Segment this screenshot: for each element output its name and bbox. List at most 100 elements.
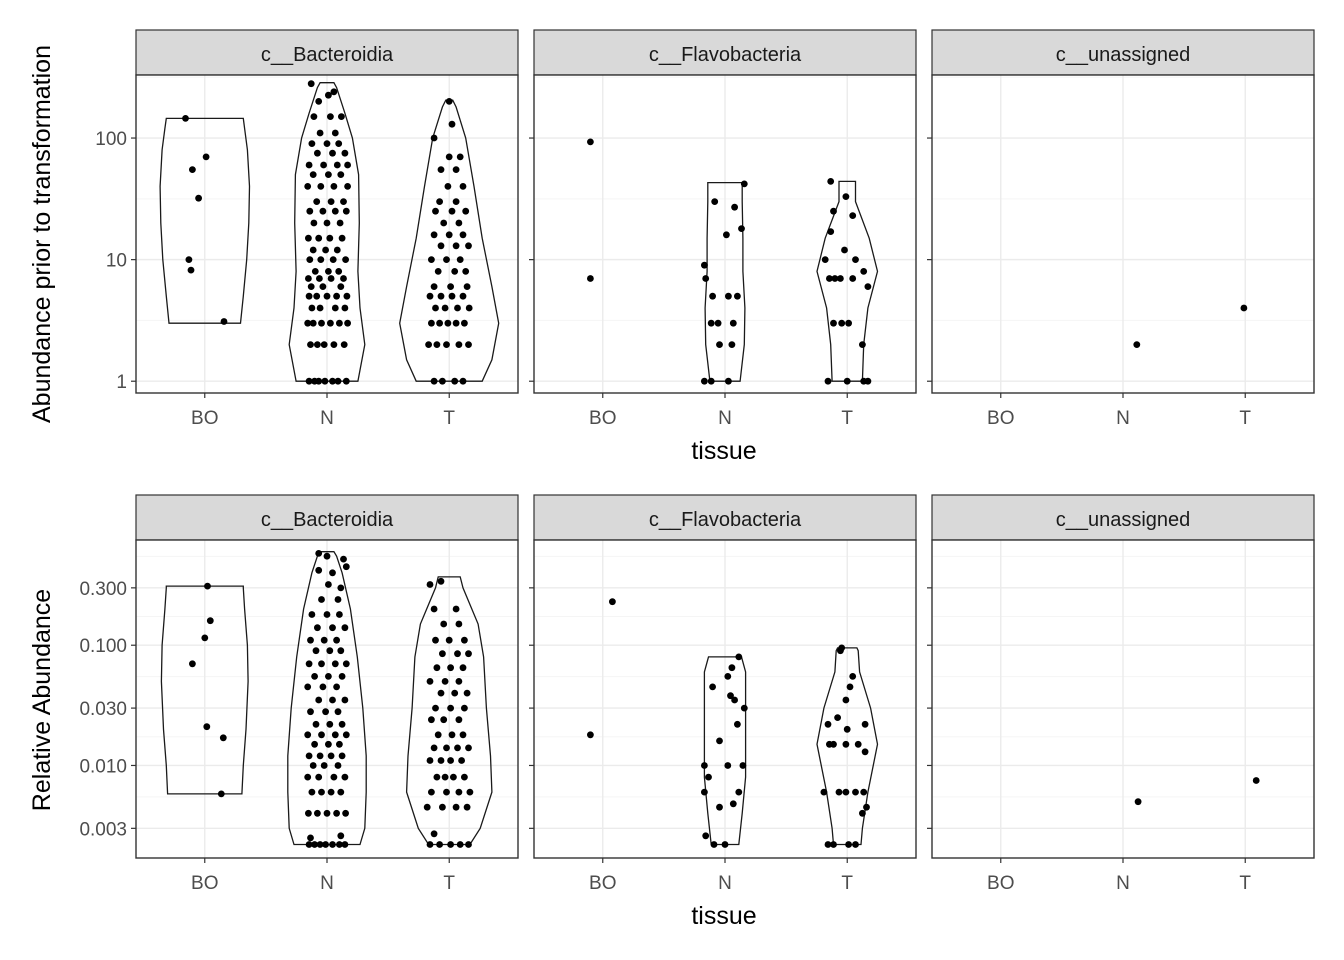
data-point-N	[337, 788, 345, 796]
data-point-T	[439, 650, 446, 658]
data-point-T	[452, 803, 460, 811]
y-tick-label: 0.100	[79, 636, 127, 657]
y-tick-label: 100	[95, 129, 127, 150]
data-point-BO	[189, 660, 196, 668]
data-point-T	[434, 268, 442, 275]
data-point-N	[335, 268, 343, 275]
data-point-N	[323, 611, 331, 618]
data-point-N	[307, 80, 315, 88]
data-point-N	[305, 234, 312, 242]
data-point-N	[740, 180, 748, 188]
data-point-T	[432, 304, 439, 312]
data-point-N	[320, 341, 328, 348]
data-point-T	[430, 744, 438, 752]
data-point-N	[327, 113, 334, 120]
data-point-T	[426, 841, 434, 848]
data-point-N	[325, 740, 332, 748]
data-point-N	[342, 660, 350, 668]
facet-strip-label: c__Bacteroidia	[261, 509, 394, 531]
data-point-N	[319, 683, 327, 691]
data-point-N	[313, 198, 321, 206]
data-point-N	[305, 161, 313, 169]
data-point-T	[455, 788, 463, 796]
data-point-T	[860, 268, 868, 275]
data-point-T	[461, 319, 468, 327]
data-point-T	[849, 275, 857, 282]
data-point-N	[336, 611, 343, 618]
data-point-T	[448, 207, 456, 215]
data-point-T	[430, 605, 438, 613]
data-point-N	[342, 256, 349, 263]
data-point-T	[450, 773, 457, 781]
data-point-T	[426, 678, 434, 685]
data-point-T	[463, 283, 471, 290]
violin-T	[816, 180, 879, 382]
x-tick-label: T	[1239, 873, 1251, 894]
data-point-N	[702, 275, 710, 282]
y-tick-label: 0.030	[79, 699, 127, 720]
data-point-N	[701, 762, 708, 769]
panel-c__unassigned-row2: c__unassigned BO N T	[927, 494, 1315, 894]
data-point-N	[307, 708, 314, 716]
data-point-T	[455, 678, 463, 685]
data-point-T	[437, 757, 445, 764]
data-point-N	[325, 268, 332, 275]
data-point-T	[458, 757, 465, 764]
data-point-N	[325, 91, 332, 99]
data-point-T	[437, 242, 445, 250]
data-point-N	[308, 304, 316, 312]
data-point-BO	[219, 734, 227, 742]
data-point-N	[318, 596, 325, 603]
data-point-N	[305, 660, 313, 668]
data-point-T	[465, 341, 472, 348]
data-point-T	[444, 183, 452, 190]
data-point-N	[329, 377, 336, 385]
data-point-N	[305, 809, 312, 817]
data-point-N	[327, 198, 335, 206]
data-point-T	[432, 704, 439, 712]
data-point-N	[309, 171, 317, 179]
data-point-N	[317, 183, 325, 190]
data-point-T	[845, 841, 852, 848]
data-point-T	[846, 683, 854, 691]
data-point-N	[314, 149, 321, 157]
data-point-T	[824, 377, 832, 385]
facet-strip-label: c__Flavobacteria	[649, 509, 802, 531]
y-tick-label: 0.003	[79, 819, 127, 840]
data-point-T	[861, 720, 869, 728]
data-point-T	[463, 689, 471, 697]
data-point-N	[304, 183, 312, 190]
data-point-T	[451, 689, 459, 697]
data-point-T	[1240, 304, 1248, 312]
data-point-N	[701, 261, 708, 269]
data-point-N	[340, 341, 348, 348]
data-point-N	[331, 129, 339, 137]
data-point-T	[841, 246, 848, 254]
data-point-N	[333, 246, 341, 254]
data-point-BO	[217, 790, 225, 798]
data-point-N	[334, 762, 342, 769]
data-point-T	[426, 292, 434, 300]
data-point-N	[738, 225, 745, 233]
data-point-N	[323, 219, 331, 227]
x-tick-label: T	[841, 408, 853, 429]
data-point-BO	[203, 723, 211, 731]
violin-N	[704, 181, 746, 382]
data-point-T	[864, 377, 872, 385]
data-point-T	[430, 283, 438, 290]
data-point-N	[304, 731, 312, 739]
data-point-N	[331, 207, 339, 215]
y-axis-title-row1: Abundance prior to transformation	[28, 45, 56, 423]
data-point-N	[315, 98, 323, 105]
data-point-T	[440, 219, 448, 227]
data-point-T	[842, 788, 850, 796]
data-point-N	[725, 377, 732, 385]
data-point-N	[307, 636, 314, 644]
data-point-N	[319, 283, 327, 290]
data-point-T	[852, 256, 859, 263]
data-point-T	[441, 304, 449, 312]
data-point-N	[305, 275, 312, 282]
data-point-T	[426, 581, 434, 588]
data-point-N	[326, 720, 334, 728]
data-point-T	[443, 341, 450, 348]
